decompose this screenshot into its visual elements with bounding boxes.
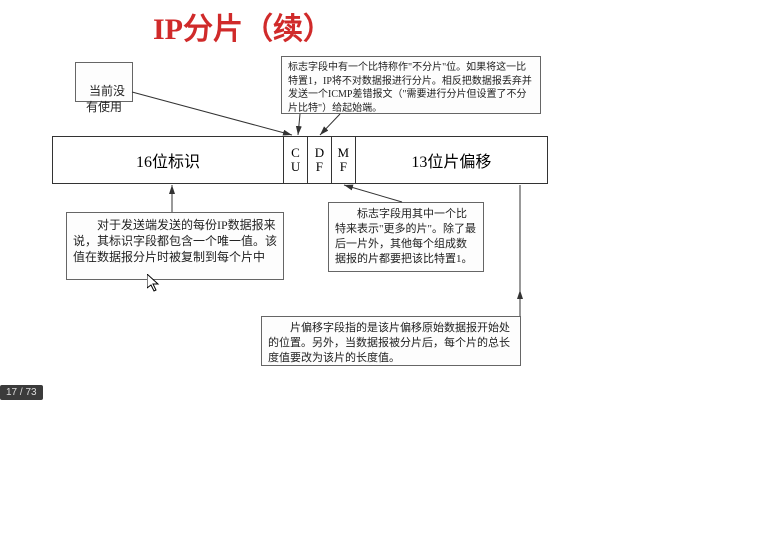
field-df-flag: D F bbox=[308, 137, 332, 183]
field-cu-l1: C bbox=[291, 146, 300, 160]
field-fragment-offset: 13位片偏移 bbox=[356, 137, 547, 183]
field-mf-flag: M F bbox=[332, 137, 356, 183]
field-cu-l2: U bbox=[291, 160, 300, 174]
page-title: IP分片（续） bbox=[153, 4, 333, 48]
field-mf-l1: M bbox=[338, 146, 350, 160]
note-offset-text: 片偏移字段指的是该片偏移原始数据报开始处的位置。另外，当数据报被分片后，每个片的… bbox=[268, 322, 510, 364]
field-cu-flag: C U bbox=[284, 137, 308, 183]
note-identification: 对于发送端发送的每份IP数据报来说，其标识字段都包含一个唯一值。该值在数据报分片… bbox=[66, 212, 284, 280]
field-df-l2: F bbox=[316, 160, 323, 174]
field-identification-label: 16位标识 bbox=[136, 148, 200, 172]
field-offset-label: 13位片偏移 bbox=[411, 148, 491, 172]
note-fragment-offset: 片偏移字段指的是该片偏移原始数据报开始处的位置。另外，当数据报被分片后，每个片的… bbox=[261, 316, 521, 366]
slide-counter: 17 / 73 bbox=[0, 385, 43, 400]
note-unused: 当前没 有使用 bbox=[75, 62, 133, 102]
ip-header-fragment-fields: 16位标识 C U D F M F 13位片偏移 bbox=[52, 136, 548, 184]
field-identification: 16位标识 bbox=[53, 137, 284, 183]
slide-counter-text: 17 / 73 bbox=[6, 387, 37, 398]
note-mf-text: 标志字段用其中一个比特来表示"更多的片"。除了最后一片外，其他每个组成数据报的片… bbox=[335, 208, 476, 265]
note-unused-text: 当前没 有使用 bbox=[86, 84, 125, 114]
field-mf-l2: F bbox=[340, 160, 347, 174]
note-df-text: 标志字段中有一个比特称作"不分片"位。如果将这一比特置1，IP将不对数据报进行分… bbox=[288, 62, 532, 114]
note-mf-flag: 标志字段用其中一个比特来表示"更多的片"。除了最后一片外，其他每个组成数据报的片… bbox=[328, 202, 484, 272]
note-df-flag: 标志字段中有一个比特称作"不分片"位。如果将这一比特置1，IP将不对数据报进行分… bbox=[281, 56, 541, 114]
field-df-l1: D bbox=[315, 146, 324, 160]
note-id-text: 对于发送端发送的每份IP数据报来说，其标识字段都包含一个唯一值。该值在数据报分片… bbox=[73, 218, 277, 264]
